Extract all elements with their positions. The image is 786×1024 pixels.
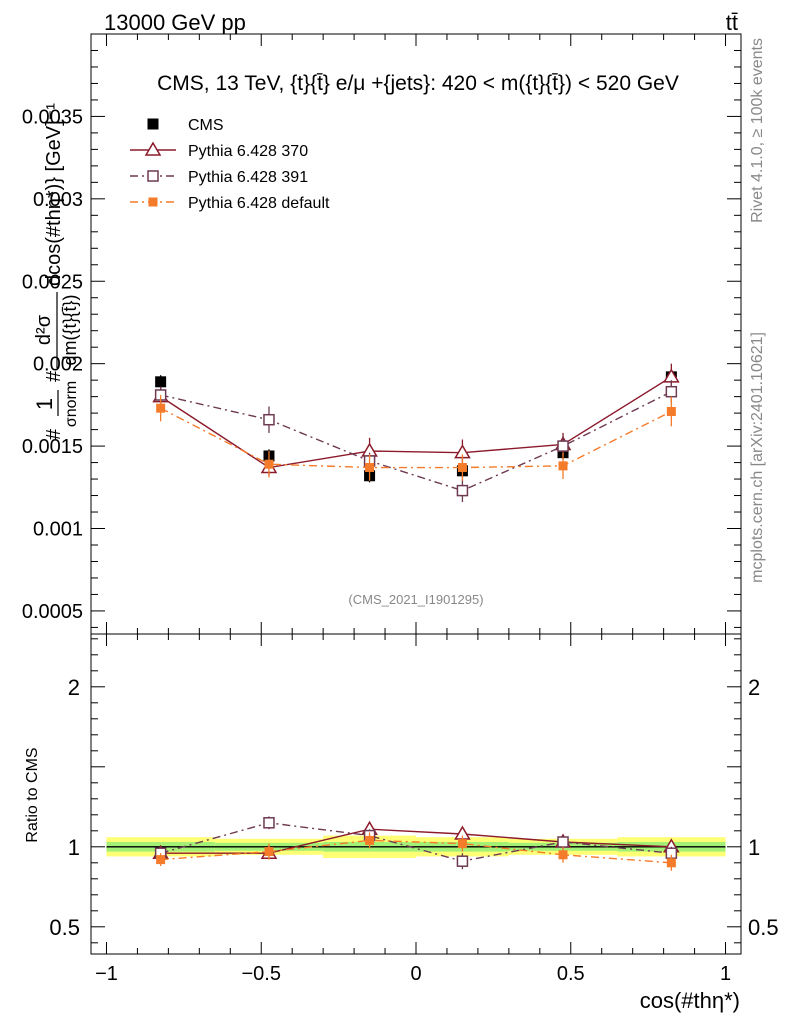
ratio-uncertainty-band bbox=[106, 835, 726, 858]
ylabel-prefix: # bbox=[43, 428, 65, 440]
ratio-y-tick-label-left: 1 bbox=[68, 835, 80, 860]
legend-entry-cms: CMS bbox=[147, 117, 224, 134]
series-line-pythia-6-428-391 bbox=[160, 822, 672, 862]
data-point bbox=[365, 835, 375, 845]
legend-marker bbox=[147, 170, 159, 182]
main-y-axis-label: # 1 σnorm # d²σ dm({t}{t̄}) dcos(#thη*)}… bbox=[32, 103, 80, 440]
x-tick-label: 0.5 bbox=[557, 963, 585, 985]
ratio-y-axis-label: Ratio to CMS bbox=[24, 747, 41, 842]
ratio-y-tick-label-right: 0.5 bbox=[748, 915, 779, 940]
x-tick-label: −0.5 bbox=[241, 963, 280, 985]
x-tick-label: −1 bbox=[95, 963, 118, 985]
data-point bbox=[365, 463, 375, 473]
series-line-pythia-6-428-370 bbox=[160, 376, 672, 469]
legend-entry-pythia-6-428-370: Pythia 6.428 370 bbox=[130, 141, 308, 160]
series-pythia-6-428-370 bbox=[152, 363, 680, 476]
data-point bbox=[557, 440, 569, 452]
data-point bbox=[156, 403, 166, 413]
ylabel-frac2-den: dm({t}{t̄}) bbox=[60, 294, 80, 365]
data-point bbox=[263, 817, 275, 829]
rivet-label: Rivet 4.1.0, ≥ 100k events bbox=[749, 38, 766, 223]
legend-label: Pythia 6.428 391 bbox=[188, 169, 308, 186]
chart-title: CMS, 13 TeV, {t}{t̄} e/μ +{jets}: 420 < … bbox=[157, 72, 679, 95]
data-point bbox=[666, 406, 676, 416]
ratio-y-tick-label-left: 2 bbox=[68, 675, 80, 700]
ylabel-frac1-num: 1 bbox=[32, 398, 57, 410]
data-point bbox=[456, 484, 469, 497]
series-pythia-6-428-default bbox=[156, 832, 676, 871]
y-tick-label: 0.0035 bbox=[22, 106, 83, 128]
x-tick-label: 0 bbox=[410, 963, 421, 985]
legend-marker bbox=[147, 118, 159, 130]
data-point bbox=[156, 855, 166, 865]
data-point bbox=[264, 847, 274, 857]
y-tick-label: 0.0015 bbox=[22, 436, 83, 458]
ylabel-frac1-den: σnorm bbox=[63, 381, 80, 427]
legend-marker bbox=[148, 197, 158, 207]
ylabel-mid: # bbox=[43, 370, 65, 382]
ratio-y-tick-label-right: 1 bbox=[748, 835, 760, 860]
data-point bbox=[665, 385, 678, 398]
process-label: tt̄ bbox=[726, 10, 738, 35]
data-point bbox=[155, 376, 167, 388]
series-line-pythia-6-428-default bbox=[160, 407, 672, 469]
series-line-pythia-6-428-391 bbox=[160, 391, 672, 492]
legend-entry-pythia-6-428-391: Pythia 6.428 391 bbox=[130, 169, 308, 186]
data-point bbox=[457, 839, 467, 849]
series-pythia-6-428-391 bbox=[154, 380, 678, 503]
data-point bbox=[264, 459, 274, 469]
data-point bbox=[558, 461, 568, 471]
analysis-tag: (CMS_2021_I1901295) bbox=[348, 592, 483, 607]
series-cms bbox=[155, 370, 677, 483]
ylabel-frac2-num: d²σ bbox=[33, 314, 55, 345]
ratio-y-tick-label-right: 2 bbox=[748, 675, 760, 700]
ratio-series-layer bbox=[152, 816, 680, 871]
ratio-plot-frame bbox=[90, 633, 742, 955]
data-point bbox=[558, 850, 568, 860]
legend-entry-pythia-6-428-default: Pythia 6.428 default bbox=[130, 195, 330, 212]
legend-marker bbox=[144, 141, 162, 156]
y-tick-label: 0.0025 bbox=[22, 271, 83, 293]
legend: CMS Pythia 6.428 370 Pythia 6.428 391 Pythi… bbox=[130, 117, 330, 212]
y-tick-label: 0.001 bbox=[33, 519, 83, 541]
main-series-layer bbox=[152, 363, 680, 503]
x-tick-label: 1 bbox=[720, 963, 731, 985]
ylabel-suffix: dcos(#thη*)} [GeV]⁻¹ bbox=[43, 103, 65, 286]
y-tick-label: 0.0005 bbox=[22, 601, 83, 623]
legend-label: Pythia 6.428 default bbox=[188, 195, 330, 212]
svg-text:#: # bbox=[43, 428, 65, 440]
source-label: mcplots.cern.ch [arXiv:2401.10621] bbox=[749, 332, 766, 583]
main-axis-ticks: 0.0005 0.001 0.0015 0.002 0.0025 0.003 0.0035 bbox=[22, 33, 741, 634]
energy-label: 13000 GeV pp bbox=[104, 10, 246, 35]
data-point bbox=[456, 855, 469, 867]
x-axis-label: cos(#thη*) bbox=[640, 988, 740, 1013]
data-point bbox=[263, 413, 275, 426]
data-point bbox=[457, 463, 467, 473]
series-line-pythia-6-428-default bbox=[160, 839, 672, 864]
y-tick-label: 0.003 bbox=[33, 189, 83, 211]
legend-label: Pythia 6.428 370 bbox=[188, 143, 308, 160]
y-tick-label: 0.002 bbox=[33, 354, 83, 376]
data-point bbox=[557, 836, 569, 848]
legend-label: CMS bbox=[188, 117, 224, 134]
data-point bbox=[666, 858, 676, 868]
series-pythia-6-428-default bbox=[156, 394, 676, 481]
ratio-y-tick-label-left: 0.5 bbox=[49, 915, 80, 940]
ratio-axis-ticks: −1 −0.5 0 0.5 1 0.5 0.5 1 1 2 2 bbox=[49, 634, 779, 985]
